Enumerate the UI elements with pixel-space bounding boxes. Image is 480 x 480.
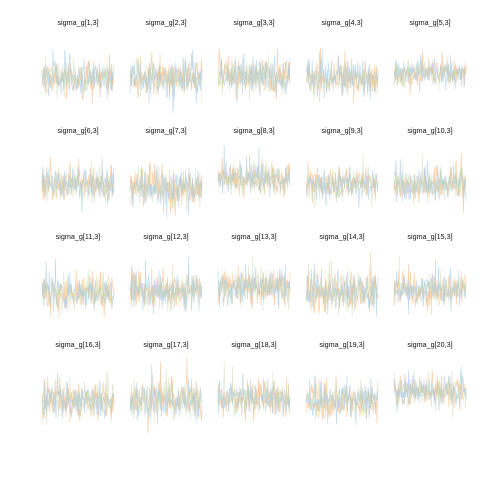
chain-trace-line xyxy=(41,56,115,98)
chain-trace-line xyxy=(129,165,203,211)
chain-trace-line xyxy=(129,370,203,422)
trace-panel: sigma_g[10,3] xyxy=(393,126,467,214)
trace-panel: sigma_g[19,3] xyxy=(305,340,379,426)
trace-panel: sigma_g[9,3] xyxy=(305,126,379,209)
chain-trace-line xyxy=(41,161,115,205)
trace-panel: sigma_g[6,3] xyxy=(41,126,115,213)
panel-title: sigma_g[1,3] xyxy=(57,18,98,27)
trace-panel: sigma_g[2,3] xyxy=(129,18,203,113)
chain-trace-line xyxy=(217,256,291,312)
panel-title: sigma_g[17,3] xyxy=(143,340,188,349)
trace-panel: sigma_g[3,3] xyxy=(217,18,291,104)
panel-title: sigma_g[11,3] xyxy=(56,232,101,241)
panel-title: sigma_g[6,3] xyxy=(57,126,98,135)
chain-trace-line xyxy=(305,59,379,103)
trace-panel: sigma_g[18,3] xyxy=(217,340,291,422)
trace-panel: sigma_g[17,3] xyxy=(129,340,203,434)
panel-title: sigma_g[4,3] xyxy=(321,18,362,27)
panel-title: sigma_g[14,3] xyxy=(319,232,364,241)
chain-trace-line xyxy=(393,154,467,205)
chain-trace-line xyxy=(305,260,379,317)
trace-panel: sigma_g[8,3] xyxy=(217,126,291,199)
trace-panel: sigma_g[14,3] xyxy=(305,232,379,317)
chain-trace-line xyxy=(129,55,203,103)
trace-panel: sigma_g[4,3] xyxy=(305,18,379,103)
trace-panel: sigma_g[20,3] xyxy=(393,340,467,418)
trace-panel: sigma_g[16,3] xyxy=(41,340,115,426)
trace-panel: sigma_g[1,3] xyxy=(41,18,115,105)
chain-trace-line xyxy=(41,269,115,313)
chain-trace-line xyxy=(393,369,467,418)
panel-title: sigma_g[7,3] xyxy=(145,126,186,135)
chain-trace-line xyxy=(393,56,467,90)
chain-trace-line xyxy=(305,166,379,209)
chain-trace-line xyxy=(129,364,203,425)
chain-trace-line xyxy=(217,159,291,198)
chain-trace-line xyxy=(41,371,115,426)
chain-trace-line xyxy=(393,256,467,307)
chain-trace-line xyxy=(393,259,467,315)
panel-title: sigma_g[19,3] xyxy=(319,340,364,349)
trace-panel: sigma_g[13,3] xyxy=(217,232,291,312)
panel-title: sigma_g[10,3] xyxy=(407,126,452,135)
panel-title: sigma_g[20,3] xyxy=(407,340,452,349)
chain-trace-line xyxy=(129,264,203,311)
panel-title: sigma_g[13,3] xyxy=(231,232,276,241)
panel-title: sigma_g[3,3] xyxy=(233,18,274,27)
trace-panel: sigma_g[11,3] xyxy=(41,232,115,318)
chain-trace-line xyxy=(217,361,291,418)
trace-panel: sigma_g[7,3] xyxy=(129,126,203,218)
chain-trace-line xyxy=(217,54,291,101)
panel-title: sigma_g[12,3] xyxy=(143,232,188,241)
panel-title: sigma_g[16,3] xyxy=(55,340,100,349)
chain-trace-line xyxy=(41,258,115,311)
panel-title: sigma_g[5,3] xyxy=(409,18,450,27)
panel-title: sigma_g[18,3] xyxy=(231,340,276,349)
chain-trace-line xyxy=(305,153,379,209)
trace-panel: sigma_g[12,3] xyxy=(129,232,203,314)
panel-title: sigma_g[2,3] xyxy=(145,18,186,27)
chain-trace-line xyxy=(305,263,379,317)
panel-title: sigma_g[9,3] xyxy=(321,126,362,135)
chain-trace-line xyxy=(129,256,203,314)
trace-panel: sigma_g[5,3] xyxy=(393,18,467,95)
panel-title: sigma_g[15,3] xyxy=(407,232,452,241)
chain-trace-line xyxy=(305,374,379,426)
panel-title: sigma_g[8,3] xyxy=(233,126,274,135)
trace-panel: sigma_g[15,3] xyxy=(393,232,467,315)
